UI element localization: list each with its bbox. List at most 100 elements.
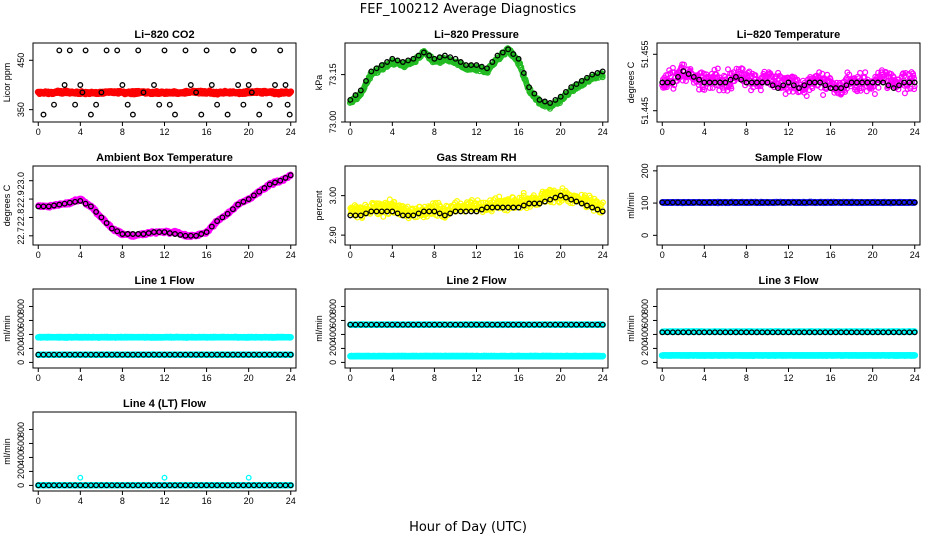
data-point	[79, 89, 86, 96]
series-average	[347, 192, 606, 219]
data-point	[98, 214, 105, 221]
data-point	[552, 96, 559, 103]
y-tick-label: 350	[16, 102, 26, 117]
data-point	[753, 199, 760, 206]
data-point	[911, 83, 918, 90]
data-point	[775, 85, 781, 92]
data-point	[874, 79, 881, 86]
data-point	[499, 49, 506, 56]
data-point	[594, 70, 601, 76]
data-point	[859, 79, 866, 86]
plot-area	[34, 47, 295, 118]
data-point	[394, 210, 401, 217]
data-point	[701, 86, 708, 93]
data-point	[559, 185, 566, 192]
plot-frame	[32, 42, 297, 123]
data-point	[901, 79, 908, 86]
data-point	[378, 208, 385, 215]
data-point	[187, 232, 194, 239]
data-point	[901, 199, 908, 206]
data-point	[135, 47, 142, 54]
data-point	[98, 89, 105, 96]
data-point	[904, 85, 911, 92]
data-point	[347, 96, 354, 103]
data-point	[261, 185, 268, 191]
x-tick-label: 16	[514, 127, 524, 137]
series-raw	[347, 45, 606, 112]
x-tick-label: 24	[910, 250, 920, 260]
panel-title: Ambient Box Temperature	[96, 152, 233, 164]
data-point	[248, 89, 255, 96]
data-point	[838, 199, 845, 206]
panel-title: Line 1 Flow	[135, 275, 195, 287]
x-tick-label: 24	[910, 127, 920, 137]
data-point	[245, 82, 252, 88]
data-point	[874, 199, 881, 206]
data-point	[282, 82, 289, 88]
data-point	[415, 210, 422, 217]
x-tick-label: 20	[244, 127, 254, 137]
y-tick-label: 200	[640, 163, 650, 178]
data-point	[124, 101, 131, 108]
data-point	[680, 199, 687, 206]
data-point	[208, 223, 215, 230]
data-point	[494, 204, 501, 211]
data-point	[161, 229, 168, 236]
data-point	[785, 79, 792, 86]
data-point	[82, 200, 89, 207]
data-point	[187, 82, 194, 88]
y-tick-label: 51.445	[640, 97, 650, 125]
data-point	[664, 79, 671, 86]
data-point	[410, 212, 417, 219]
x-tick-label: 8	[744, 250, 749, 260]
y-tick-label: 22.9	[16, 190, 26, 208]
data-point	[436, 210, 443, 217]
y-axis-label: degrees C	[626, 61, 636, 103]
data-point	[56, 201, 63, 208]
data-point	[505, 46, 512, 53]
data-point	[910, 72, 917, 79]
data-point	[515, 204, 522, 211]
plot-area	[35, 171, 294, 241]
data-point	[801, 82, 808, 89]
data-point	[578, 200, 585, 207]
data-point	[489, 59, 496, 65]
data-point	[87, 203, 94, 210]
data-point	[51, 101, 57, 108]
data-point	[732, 199, 739, 206]
data-point	[229, 47, 236, 54]
data-point	[394, 57, 401, 64]
data-point	[520, 70, 527, 76]
data-point	[875, 84, 882, 91]
data-point	[685, 71, 692, 77]
data-point	[380, 213, 387, 220]
data-point	[885, 82, 892, 89]
data-point	[764, 79, 771, 86]
plot-frame	[344, 42, 609, 123]
data-point	[531, 90, 538, 97]
data-point	[487, 200, 494, 207]
data-point	[757, 87, 764, 94]
data-point	[457, 59, 464, 65]
data-point	[77, 197, 84, 204]
data-point	[478, 63, 485, 70]
data-point	[172, 231, 178, 237]
x-tick-label: 0	[660, 250, 665, 260]
x-tick-label: 12	[159, 127, 169, 137]
data-point	[357, 87, 364, 94]
data-point	[541, 98, 548, 105]
data-point	[902, 69, 909, 76]
data-point	[769, 199, 776, 206]
data-point	[863, 88, 870, 95]
data-point	[452, 55, 459, 62]
data-point	[447, 210, 454, 217]
data-point	[166, 230, 173, 237]
data-point	[680, 61, 687, 68]
x-tick-label: 16	[826, 127, 836, 137]
data-point	[714, 65, 721, 72]
data-point	[235, 201, 242, 208]
data-point	[389, 55, 396, 62]
data-point	[140, 89, 147, 96]
data-point	[373, 65, 380, 72]
